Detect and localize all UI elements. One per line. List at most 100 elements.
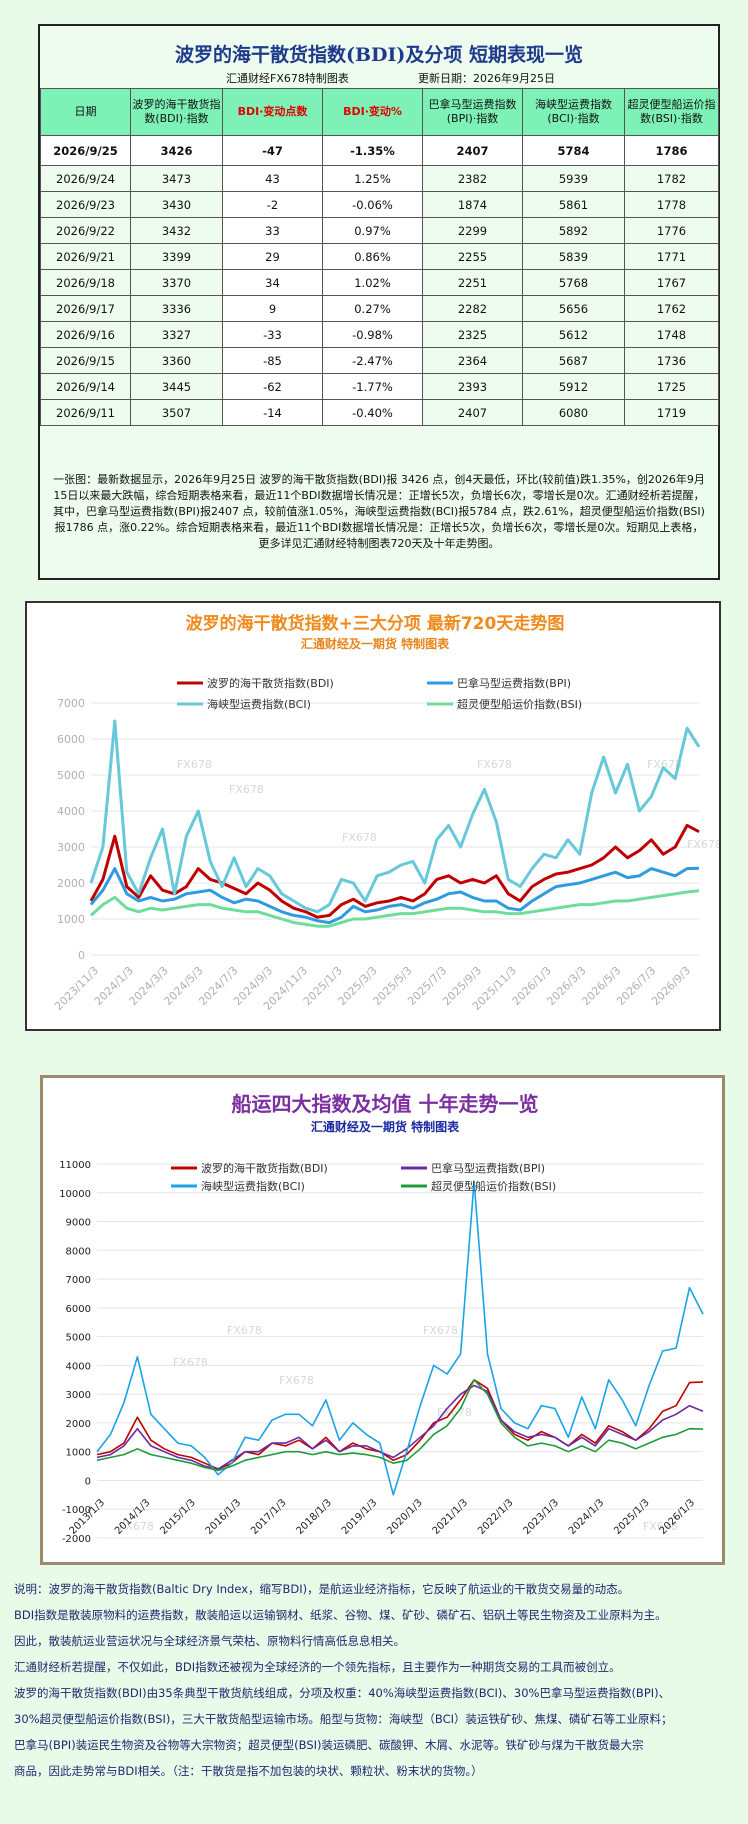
- y-tick-label: 10000: [59, 1189, 91, 1200]
- cell-bci: 5892: [522, 217, 625, 244]
- short-term-panel: 波罗的海干散货指数(BDI)及分项 短期表现一览 汇通财经FX678特制图表 更…: [38, 24, 720, 580]
- watermark: FX678: [173, 1356, 208, 1369]
- cell-bdi-change-pct: 1.25%: [322, 165, 423, 192]
- cell-bdi-change: -62: [222, 373, 323, 400]
- y-tick-label: 3000: [57, 841, 85, 854]
- cell-bdi: 3336: [130, 295, 223, 322]
- legend-label: 波罗的海干散货指数(BDI): [201, 1161, 328, 1175]
- cell-bdi-change: 29: [222, 243, 323, 270]
- cell-bdi-change-pct: -0.40%: [322, 399, 423, 426]
- x-tick-label: 2020/1/3: [385, 1497, 425, 1537]
- chart-720-panel: 波罗的海干散货指数+三大分项 最新720天走势图汇通财经及一期货 特制图表 0 10…: [25, 601, 722, 1031]
- legend-label: 海峡型运费指数(BCI): [201, 1179, 305, 1193]
- table-row: 2026/9/23 3430 -2 -0.06% 1874 5861 1778: [40, 191, 719, 218]
- cell-bsi: 1736: [624, 347, 719, 374]
- cell-bdi: 3507: [130, 399, 223, 426]
- y-tick-label: 8000: [66, 1246, 91, 1257]
- cell-date: 2026/9/18: [40, 269, 131, 296]
- cell-bpi: 2364: [422, 347, 523, 374]
- cell-date: 2026/9/16: [40, 321, 131, 348]
- cell-date: 2026/9/14: [40, 373, 131, 400]
- header-bpi: 巴拿马型运费指数(BPI)·指数: [422, 88, 523, 136]
- table-row: 2026/9/11 3507 -14 -0.40% 2407 6080 1719: [40, 399, 719, 426]
- cell-bdi: 3426: [130, 135, 223, 166]
- legend-label: 巴拿马型运费指数(BPI): [457, 676, 571, 690]
- table-row: 2026/9/17 3336 9 0.27% 2282 5656 1762: [40, 295, 719, 322]
- cell-bci: 5612: [522, 321, 625, 348]
- watermark: FX678: [423, 1324, 458, 1337]
- chart-title: 波罗的海干散货指数+三大分项 最新720天走势图: [186, 613, 565, 634]
- table-header-row: 日期 波罗的海干散货指数(BDI)·指数 BDI·变动点数 BDI·变动% 巴拿…: [40, 88, 719, 136]
- y-tick-label: -2000: [62, 1534, 91, 1545]
- watermark: FX678: [279, 1374, 314, 1387]
- cell-bsi: 1782: [624, 165, 719, 192]
- legend-label: 超灵便型船运价指数(BSI): [457, 697, 582, 711]
- cell-bsi: 1776: [624, 217, 719, 244]
- x-tick-label: 2024/1/3: [567, 1497, 607, 1537]
- cell-date: 2026/9/11: [40, 399, 131, 426]
- cell-bci: 5656: [522, 295, 625, 322]
- x-tick-label: 2021/1/3: [431, 1497, 471, 1537]
- watermark: FX678: [119, 1520, 154, 1533]
- chart-subtitle: 汇通财经及一期货 特制图表: [301, 636, 450, 651]
- cell-bdi-change-pct: -1.35%: [322, 135, 423, 166]
- y-tick-label: 1000: [57, 913, 85, 926]
- cell-bci: 6080: [522, 399, 625, 426]
- cell-bpi: 2299: [422, 217, 523, 244]
- cell-bdi-change: 34: [222, 269, 323, 296]
- header-bdi-change-pct: BDI·变动%: [322, 88, 423, 136]
- y-tick-label: 5000: [66, 1333, 91, 1344]
- header-bci: 海峡型运费指数(BCI)·指数: [522, 88, 625, 136]
- maker-label: 汇通财经FX678特制图表: [226, 72, 349, 85]
- series-line: [96, 1378, 704, 1470]
- cell-bpi: 2407: [422, 135, 523, 166]
- cell-bdi-change-pct: -1.77%: [322, 373, 423, 400]
- cell-bsi: 1786: [624, 135, 719, 166]
- cell-bdi: 3473: [130, 165, 223, 192]
- chart-subtitle: 汇通财经及一期货 特制图表: [311, 1119, 460, 1134]
- cell-bsi: 1771: [624, 243, 719, 270]
- y-tick-label: 7000: [57, 697, 85, 710]
- header-bdi-change: BDI·变动点数: [222, 88, 323, 136]
- cell-bsi: 1767: [624, 269, 719, 296]
- cell-bsi: 1762: [624, 295, 719, 322]
- note-line: 商品，因此走势常与BDI相关。（注：干散货是指不加包装的块状、颗粒状、粉末状的货…: [14, 1764, 483, 1778]
- chart-title: 船运四大指数及均值 十年走势一览: [232, 1092, 539, 1116]
- note-line: 30%超灵便型船运价指数(BSI)，三大干散货船型运输市场。船型与货物：海峡型（…: [14, 1712, 673, 1726]
- note-line: 汇通财经析若提醒，不仅如此，BDI指数还被视为全球经济的一个领先指标，且主要作为…: [14, 1660, 621, 1674]
- note-line: BDI指数是散装原物料的运费指数，散装船运以运输钢材、纸浆、谷物、煤、矿砂、磷矿…: [14, 1608, 667, 1622]
- y-tick-label: 6000: [57, 733, 85, 746]
- watermark: FX678: [477, 758, 512, 771]
- y-tick-label: 4000: [66, 1361, 91, 1372]
- watermark: FX678: [342, 831, 377, 844]
- y-tick-label: 2000: [66, 1419, 91, 1430]
- table-row: 2026/9/14 3445 -62 -1.77% 2393 5912 1725: [40, 373, 719, 400]
- cell-bdi-change: 9: [222, 295, 323, 322]
- watermark: FX678: [643, 1520, 678, 1533]
- cell-bdi: 3327: [130, 321, 223, 348]
- header-bsi: 超灵便型船运价指数(BSI)·指数: [624, 88, 719, 136]
- cell-date: 2026/9/15: [40, 347, 131, 374]
- y-tick-label: 4000: [57, 805, 85, 818]
- cell-date: 2026/9/23: [40, 191, 131, 218]
- cell-bdi-change: -85: [222, 347, 323, 374]
- cell-bdi-change-pct: 0.27%: [322, 295, 423, 322]
- legend-label: 波罗的海干散货指数(BDI): [207, 676, 334, 690]
- legend-label: 超灵便型船运价指数(BSI): [431, 1179, 556, 1193]
- watermark: FX678: [647, 758, 682, 771]
- cell-bpi: 2325: [422, 321, 523, 348]
- header-date: 日期: [40, 88, 131, 136]
- y-tick-label: 0: [78, 949, 85, 962]
- cell-bdi: 3430: [130, 191, 223, 218]
- update-date: 更新日期：2026年9月25日: [418, 72, 555, 85]
- header-bdi: 波罗的海干散货指数(BDI)·指数: [130, 88, 223, 136]
- cell-bsi: 1778: [624, 191, 719, 218]
- cell-bdi-change-pct: -2.47%: [322, 347, 423, 374]
- watermark: FX678: [227, 1324, 262, 1337]
- watermark: FX678: [177, 758, 212, 771]
- cell-bdi-change: -14: [222, 399, 323, 426]
- table-row: 2026/9/24 3473 43 1.25% 2382 5939 1782: [40, 165, 719, 192]
- cell-bci: 5784: [522, 135, 625, 166]
- series-line: [89, 719, 701, 914]
- note-line: 因此，散装航运业营运状况与全球经济景气荣枯、原物料行情高低息息相关。: [14, 1634, 405, 1648]
